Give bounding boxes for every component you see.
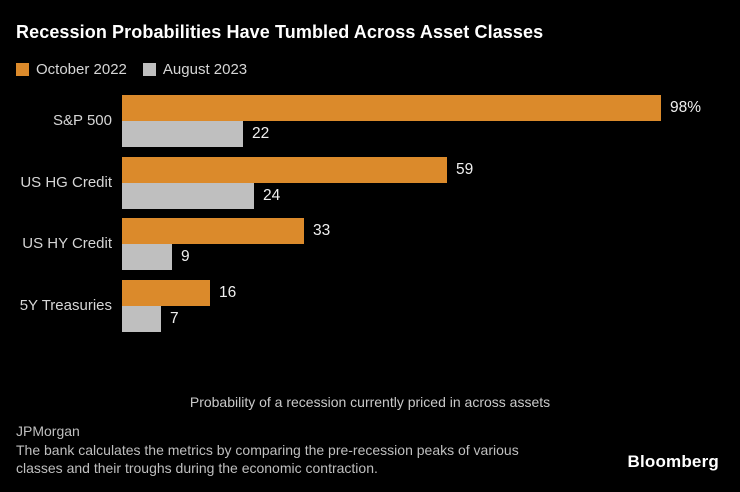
- chart-caption: Probability of a recession currently pri…: [189, 394, 551, 410]
- category-label-5y-treasuries: 5Y Treasuries: [19, 297, 112, 314]
- bar-august-2023-us-hg-credit: [122, 183, 254, 209]
- bar-october-2022-s-p-500: [122, 95, 661, 121]
- source-label: JPMorgan: [16, 423, 80, 439]
- chart-title: Recession Probabilities Have Tumbled Acr…: [16, 22, 544, 42]
- category-label-us-hg-credit: US HG Credit: [20, 174, 112, 191]
- note-line: classes and their troughs during the eco…: [16, 460, 378, 476]
- legend-label: October 2022: [36, 61, 127, 78]
- value-label-august-2023-s-p-500: 22: [252, 125, 270, 142]
- value-label-october-2022-s-p-500: 98%: [670, 99, 702, 116]
- value-label-october-2022-5y-treasuries: 16: [219, 284, 237, 301]
- bar-august-2023-5y-treasuries: [122, 306, 161, 332]
- note-line: The bank calculates the metrics by compa…: [16, 441, 519, 458]
- legend: October 2022 August 2023: [16, 62, 247, 77]
- legend-item-august-2023: August 2023: [142, 61, 248, 78]
- bar-october-2022-5y-treasuries: [122, 280, 210, 306]
- value-label-october-2022-us-hg-credit: 59: [456, 161, 474, 178]
- bloomberg-logo: Bloomberg: [627, 452, 719, 471]
- legend-swatch-august-2023: [142, 63, 156, 76]
- bar-october-2022-us-hg-credit: [122, 157, 447, 183]
- value-label-august-2023-us-hy-credit: 9: [181, 248, 190, 265]
- legend-label: August 2023: [162, 61, 248, 78]
- bar-october-2022-us-hy-credit: [122, 218, 304, 244]
- plot-area: S&P 500 98% 22 US HG Credit 59 24 US HY Credit…: [0, 95, 740, 335]
- value-label-october-2022-us-hy-credit: 33: [313, 222, 331, 239]
- category-label-s-p-500: S&P 500: [53, 112, 112, 129]
- value-label-august-2023-us-hg-credit: 24: [263, 187, 281, 204]
- value-label-august-2023-5y-treasuries: 7: [170, 310, 179, 327]
- category-label-us-hy-credit: US HY Credit: [22, 235, 112, 252]
- legend-swatch-october-2022: [16, 63, 29, 76]
- bar-august-2023-us-hy-credit: [122, 244, 172, 270]
- bar-august-2023-s-p-500: [122, 121, 243, 147]
- source-note: JPMorgan The bank calculates the metrics…: [16, 422, 519, 478]
- legend-item-october-2022: October 2022: [16, 62, 127, 77]
